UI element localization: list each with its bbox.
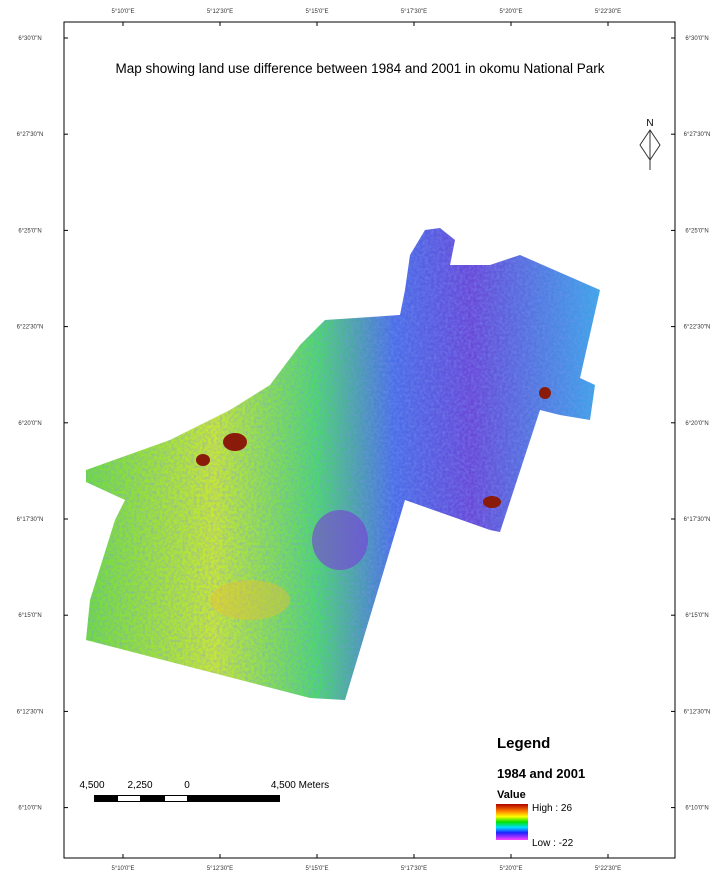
latitude-label: 6°20'0"N: [18, 421, 41, 427]
longitude-label: 5°22'30"E: [595, 866, 621, 872]
legend-low: Low : -22: [532, 838, 574, 849]
latitude-label: 6°15'0"N: [685, 613, 708, 619]
latitude-label: 6°30'0"N: [685, 36, 708, 42]
longitude-label: 5°10'0"E: [111, 9, 134, 15]
latitude-label: 6°17'30"N: [17, 517, 44, 523]
longitude-label: 5°15'0"E: [305, 9, 328, 15]
legend-high: High : 26: [532, 803, 572, 814]
scale-bar: 4,500 2,250 0 4,500 Meters: [79, 780, 329, 802]
legend: Legend 1984 and 2001 Value High : 26 Low…: [496, 735, 585, 849]
latitude-label: 6°12'30"N: [17, 709, 44, 715]
legend-heading: Legend: [497, 735, 550, 752]
longitude-label: 5°17'30"E: [401, 9, 427, 15]
legend-layer: 1984 and 2001: [497, 766, 585, 781]
latitude-label: 6°15'0"N: [18, 613, 41, 619]
latitude-label: 6°22'30"N: [684, 325, 711, 331]
latitude-label: 6°27'30"N: [684, 132, 711, 138]
longitude-label: 5°22'30"E: [595, 9, 621, 15]
map-page: 5°10'0"E 5°10'0"E 5°12'30"E 5°12'30"E 5°15'0…: [0, 0, 719, 879]
latitude-label: 6°30'0"N: [18, 36, 41, 42]
latitude-label: 6°25'0"N: [18, 228, 41, 234]
longitude-label: 5°12'30"E: [207, 866, 233, 872]
longitude-label: 5°15'0"E: [305, 866, 328, 872]
latitude-label: 6°17'30"N: [684, 517, 711, 523]
scale-label: 4,500 Meters: [271, 780, 329, 791]
latitude-label: 6°10'0"N: [18, 806, 41, 812]
north-label: N: [646, 118, 653, 129]
longitude-label: 5°17'30"E: [401, 866, 427, 872]
latitude-label: 6°10'0"N: [685, 806, 708, 812]
latitude-label: 6°27'30"N: [17, 132, 44, 138]
north-arrow: N: [640, 118, 660, 170]
scale-label: 0: [184, 780, 190, 791]
longitude-label: 5°20'0"E: [499, 9, 522, 15]
longitude-label: 5°12'30"E: [207, 9, 233, 15]
legend-ramp: [496, 804, 528, 840]
latitude-label: 6°25'0"N: [685, 228, 708, 234]
legend-field: Value: [497, 789, 526, 801]
scale-label: 4,500: [79, 780, 104, 791]
longitude-label: 5°10'0"E: [111, 866, 134, 872]
scale-label: 2,250: [127, 780, 152, 791]
latitude-label: 6°22'30"N: [17, 325, 44, 331]
park-raster: [86, 228, 600, 700]
latitude-label: 6°20'0"N: [685, 421, 708, 427]
longitude-label: 5°20'0"E: [499, 866, 522, 872]
map-title: Map showing land use difference between …: [115, 61, 604, 76]
latitude-label: 6°12'30"N: [684, 709, 711, 715]
